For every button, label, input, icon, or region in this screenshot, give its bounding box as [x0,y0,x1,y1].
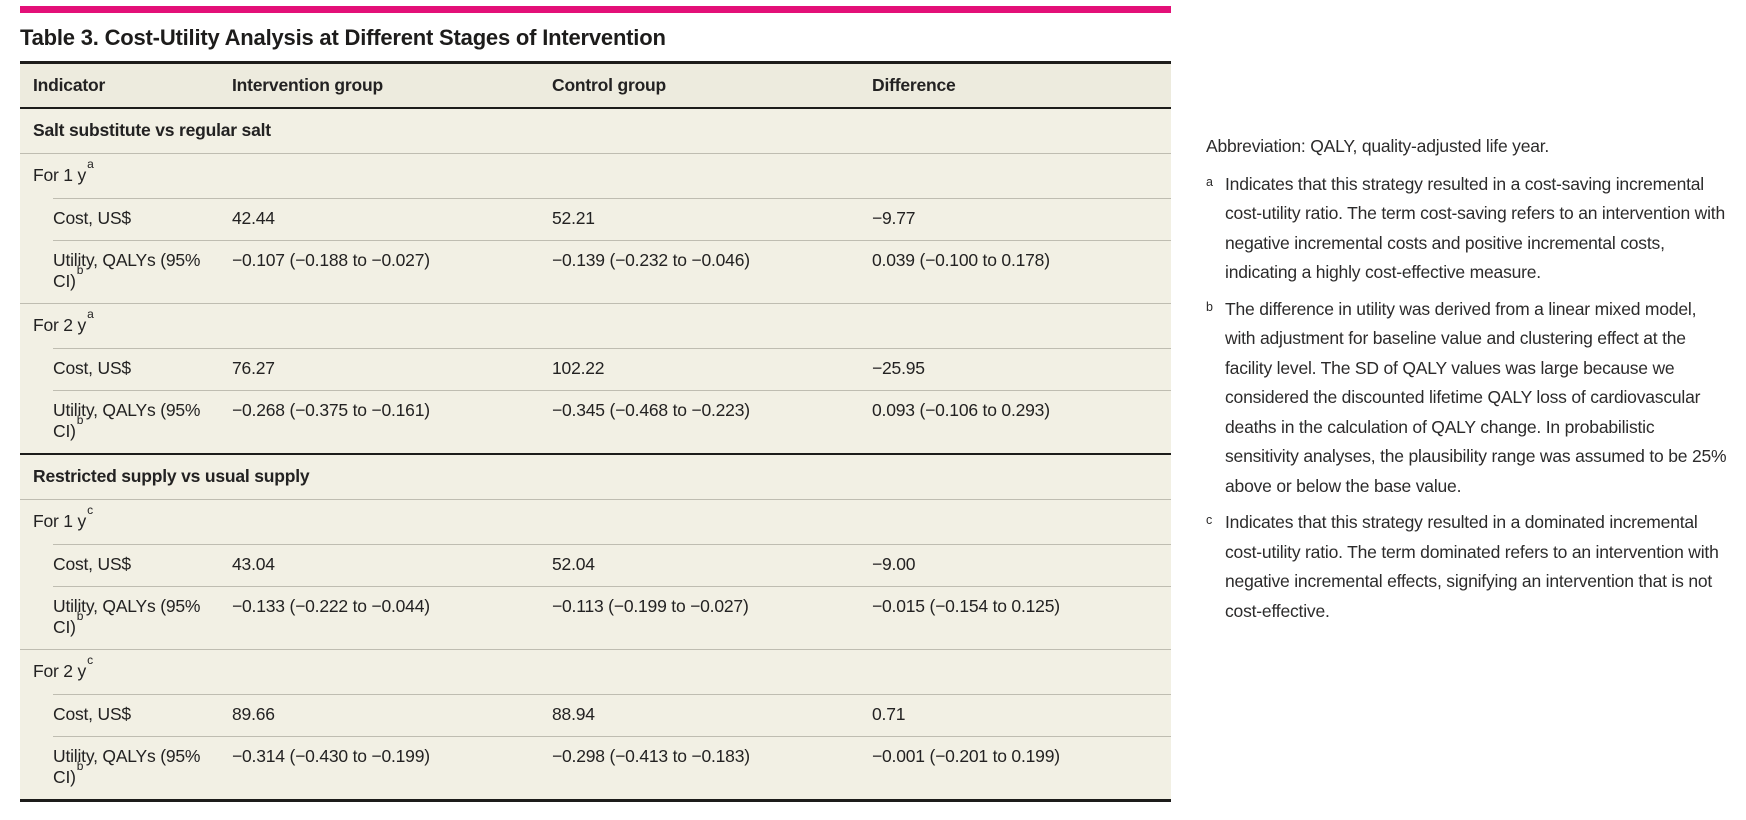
cell-difference: 0.093 (−0.106 to 0.293) [872,400,1050,420]
table-panel: Table 3. Cost-Utility Analysis at Differ… [20,0,1171,802]
table-header-row: Indicator Intervention group Control gro… [20,64,1171,109]
table-row-utility: Utility, QALYs (95% CI)b −0.314 (−0.430 … [20,736,1171,799]
period-row-for-2y: For 2 ya [20,303,1171,348]
section-header-restricted-supply: Restricted supply vs usual supply [20,453,1171,499]
row-indicator: Cost, US$ [53,208,131,228]
period-label: For 2 yc [33,653,93,681]
footnote-b: b The difference in utility was derived … [1206,295,1731,502]
footnote-marker: b [1206,299,1213,314]
period-row-for-1y: For 1 yc [20,499,1171,544]
footnote-a: a Indicates that this strategy resulted … [1206,170,1731,288]
cell-difference: 0.71 [872,704,906,724]
footnote-marker-sup: b [76,263,84,278]
row-indicator: Cost, US$ [53,704,131,724]
table-row-cost: Cost, US$ 89.66 88.94 0.71 [20,694,1171,736]
footnote-text: Indicates that this strategy resulted in… [1225,173,1725,283]
column-header-difference: Difference [872,75,956,95]
cell-intervention: −0.314 (−0.430 to −0.199) [232,746,430,766]
cell-control: −0.298 (−0.413 to −0.183) [552,746,750,766]
row-indicator: Cost, US$ [53,358,131,378]
table-row-utility: Utility, QALYs (95% CI)b −0.107 (−0.188 … [20,240,1171,303]
footnote-text: Indicates that this strategy resulted in… [1225,512,1719,621]
table-row-utility: Utility, QALYs (95% CI)b −0.268 (−0.375 … [20,390,1171,453]
cell-control: −0.139 (−0.232 to −0.046) [552,250,750,270]
table-title: Table 3. Cost-Utility Analysis at Differ… [20,25,666,50]
period-label: For 1 yc [33,503,93,531]
row-indicator: Utility, QALYs (95% CI)b [53,250,201,291]
cell-intervention: 76.27 [232,358,275,378]
footnote-marker-sup: c [87,653,93,668]
cell-control: 102.22 [552,358,605,378]
cell-intervention: −0.268 (−0.375 to −0.161) [232,400,430,420]
abbreviation-note: Abbreviation: QALY, quality-adjusted lif… [1206,136,1550,156]
cell-control: −0.113 (−0.199 to −0.027) [552,596,749,616]
cell-difference: −9.77 [872,208,916,228]
column-header-intervention-group: Intervention group [232,75,383,95]
cell-intervention: 42.44 [232,208,275,228]
cell-difference: −9.00 [872,554,916,574]
footnote-marker-sup: c [87,503,93,518]
footnote-c: c Indicates that this strategy resulted … [1206,508,1731,626]
footnotes-panel: Abbreviation: QALY, quality-adjusted lif… [1206,132,1731,633]
column-header-indicator: Indicator [33,75,106,95]
cell-difference: −0.015 (−0.154 to 0.125) [872,596,1060,616]
cost-utility-table: Indicator Intervention group Control gro… [20,61,1171,802]
footnote-marker: a [1206,174,1213,189]
cell-control: −0.345 (−0.468 to −0.223) [552,400,750,420]
period-label: For 1 ya [33,157,94,185]
cell-difference: −0.001 (−0.201 to 0.199) [872,746,1060,766]
footnote-marker: c [1206,513,1213,527]
period-row-for-2y: For 2 yc [20,649,1171,694]
footnote-marker-sup: b [76,609,84,624]
cell-intervention: −0.133 (−0.222 to −0.044) [232,596,430,616]
footnote-marker-sup: b [76,759,84,774]
cell-intervention: 89.66 [232,704,275,724]
cell-control: 52.21 [552,208,595,228]
footnote-marker-sup: a [87,157,94,172]
cell-intervention: 43.04 [232,554,275,574]
period-row-for-1y: For 1 ya [20,153,1171,198]
row-indicator: Utility, QALYs (95% CI)b [53,746,201,787]
cell-difference: −25.95 [872,358,925,378]
cell-difference: 0.039 (−0.100 to 0.178) [872,250,1050,270]
table-row-cost: Cost, US$ 42.44 52.21 −9.77 [20,198,1171,240]
row-indicator: Utility, QALYs (95% CI)b [53,596,201,637]
column-header-control-group: Control group [552,75,667,95]
table-row-cost: Cost, US$ 43.04 52.04 −9.00 [20,544,1171,586]
footnote-marker-sup: b [76,413,84,428]
table-row-cost: Cost, US$ 76.27 102.22 −25.95 [20,348,1171,390]
period-label: For 2 ya [33,307,94,335]
table-row-utility: Utility, QALYs (95% CI)b −0.133 (−0.222 … [20,586,1171,649]
row-indicator: Utility, QALYs (95% CI)b [53,400,201,441]
footnote-marker-sup: a [87,307,94,322]
footnote-text: The difference in utility was derived fr… [1225,298,1727,496]
page: Table 3. Cost-Utility Analysis at Differ… [20,0,1731,802]
section-header-salt-substitute: Salt substitute vs regular salt [33,120,271,140]
cell-control: 52.04 [552,554,595,574]
cell-control: 88.94 [552,704,595,724]
row-indicator: Cost, US$ [53,554,131,574]
cell-intervention: −0.107 (−0.188 to −0.027) [232,250,430,270]
accent-bar [20,6,1171,13]
